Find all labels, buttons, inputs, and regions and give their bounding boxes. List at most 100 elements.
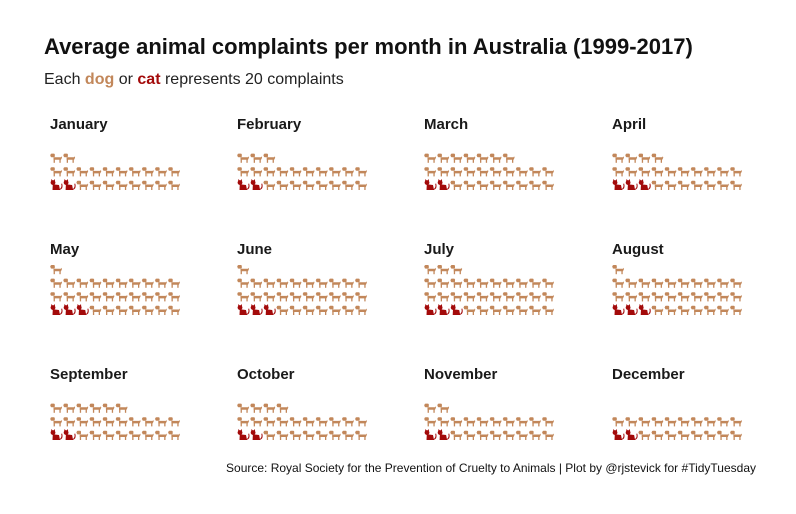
dog-icon [250, 278, 263, 288]
dog-icon [515, 417, 528, 427]
dog-icon [76, 180, 89, 190]
dog-icon [237, 167, 249, 177]
dog-icon [50, 167, 62, 177]
dog-icon [115, 417, 128, 427]
dog-icon [354, 430, 367, 440]
dog-icon [625, 292, 638, 302]
dog-icon [141, 278, 154, 288]
cat-icon [63, 179, 76, 190]
dog-icon [315, 305, 328, 315]
dog-icon [437, 278, 450, 288]
dog-icon [424, 278, 436, 288]
dog-icon [89, 417, 102, 427]
dog-icon [89, 292, 102, 302]
subtitle-prefix: Each [44, 71, 81, 88]
cat-icon [625, 179, 638, 190]
dog-icon [450, 167, 463, 177]
dog-icon [612, 278, 624, 288]
dog-icon [354, 278, 367, 288]
chart-subtitle: Each dog or cat represents 20 complaints [44, 71, 344, 89]
dog-icon [690, 167, 703, 177]
cat-icon [50, 304, 63, 315]
dog-icon [489, 430, 502, 440]
month-panel-november: November [424, 366, 604, 486]
dog-icon [463, 305, 476, 315]
dog-icon [302, 430, 315, 440]
dog-icon [450, 265, 463, 275]
dog-icon [528, 430, 541, 440]
dog-icon [128, 305, 141, 315]
dog-icon [328, 417, 341, 427]
dog-icon [625, 278, 638, 288]
dog-icon [76, 417, 89, 427]
dog-icon [677, 417, 690, 427]
dog-icon [489, 180, 502, 190]
dog-icon [315, 180, 328, 190]
cat-icon [612, 179, 625, 190]
subtitle-suffix: represents 20 complaints [164, 71, 344, 88]
dog-icon [102, 167, 115, 177]
dog-icon [476, 153, 489, 163]
dog-icon [489, 278, 502, 288]
cat-icon [437, 304, 450, 315]
dog-icon [450, 180, 463, 190]
dog-icon [89, 305, 102, 315]
dog-icon [612, 292, 624, 302]
cat-icon [250, 304, 263, 315]
month-panel-april: April [612, 116, 792, 236]
dog-icon [450, 417, 463, 427]
cat-icon [437, 179, 450, 190]
subtitle-or-word: or [118, 71, 133, 88]
dog-icon [729, 167, 742, 177]
dog-icon [489, 153, 502, 163]
dog-icon [502, 167, 515, 177]
cat-icon [612, 429, 625, 440]
dog-icon [102, 278, 115, 288]
month-label: June [237, 241, 273, 258]
dog-icon [128, 417, 141, 427]
month-label: February [237, 116, 302, 133]
dog-icon [237, 292, 249, 302]
dog-icon [437, 265, 450, 275]
dog-icon [651, 430, 664, 440]
cat-icon [237, 179, 250, 190]
dog-icon [528, 292, 541, 302]
dog-icon [154, 305, 167, 315]
dog-icon [102, 180, 115, 190]
dog-icon [315, 167, 328, 177]
dog-icon [651, 305, 664, 315]
dog-icon [729, 430, 742, 440]
dog-icon [328, 292, 341, 302]
pictogram-september [50, 403, 180, 440]
month-label: March [424, 116, 469, 133]
dog-icon [237, 403, 249, 413]
dog-icon [237, 278, 249, 288]
month-label: August [612, 241, 664, 258]
dog-icon [677, 305, 690, 315]
dog-icon [328, 180, 341, 190]
month-label: April [612, 116, 647, 133]
dog-icon [450, 292, 463, 302]
dog-icon [289, 278, 302, 288]
month-label: January [50, 116, 108, 133]
dog-icon [463, 430, 476, 440]
pictogram-august [612, 265, 742, 315]
dog-icon [729, 278, 742, 288]
dog-icon [541, 167, 554, 177]
dog-icon [638, 417, 651, 427]
dog-icon [76, 278, 89, 288]
dog-icon [128, 167, 141, 177]
dog-icon [102, 292, 115, 302]
dog-icon [690, 292, 703, 302]
dog-icon [115, 180, 128, 190]
dog-icon [703, 305, 716, 315]
dog-icon [141, 430, 154, 440]
dog-icon [651, 417, 664, 427]
dog-icon [276, 167, 289, 177]
cat-icon [638, 304, 651, 315]
dog-icon [263, 180, 276, 190]
dog-icon [424, 153, 436, 163]
dog-icon [729, 417, 742, 427]
dog-icon [263, 430, 276, 440]
pictogram-january [50, 153, 180, 190]
